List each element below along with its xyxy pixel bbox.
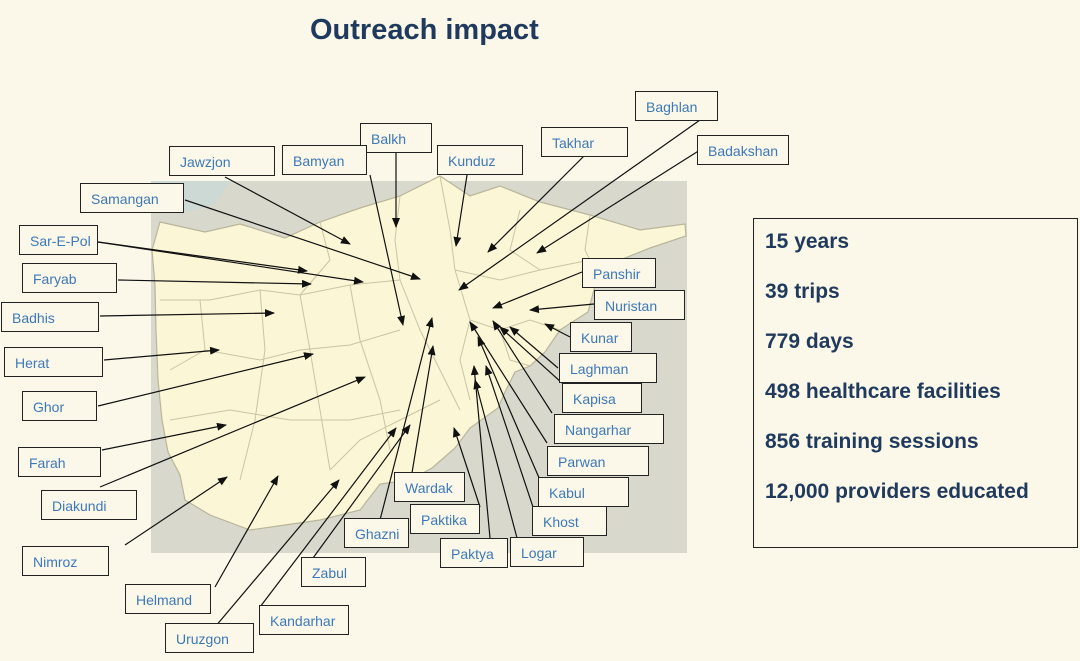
arrow-parwan <box>469 321 548 444</box>
label-kunduz: Kunduz <box>437 145 523 175</box>
stat-days: 779 days <box>765 330 854 353</box>
arrow-khost <box>485 365 535 511</box>
stat-years: 15 years <box>765 230 850 253</box>
arrow-logar <box>473 379 518 539</box>
arrow-kunar <box>544 323 571 338</box>
arrow-kunduz <box>453 174 468 247</box>
arrow-faryab <box>117 279 312 288</box>
label-ghazni: Ghazni <box>344 518 409 548</box>
label-kabul: Kabul <box>538 477 629 507</box>
arrow-zabul <box>312 424 411 559</box>
label-sarepol: Sar-E-Pol <box>19 225 98 255</box>
arrow-nimroz <box>124 476 228 546</box>
label-paktya: Paktya <box>440 538 508 568</box>
province-borders <box>160 175 591 481</box>
label-parwan: Parwan <box>547 446 649 476</box>
arrow-paktya <box>470 365 491 539</box>
label-nangarhar: Nangarhar <box>554 414 664 444</box>
label-jawzjon: Jawzjon <box>169 146 275 176</box>
arrow-baghlan <box>458 119 701 291</box>
label-balkh: Balkh <box>360 123 432 153</box>
arrow-farah <box>101 422 227 451</box>
stat-facilities: 498 healthcare facilities <box>765 380 1001 403</box>
label-uruzgon: Uruzgon <box>165 623 254 653</box>
label-bamyan: Bamyan <box>282 145 367 175</box>
arrow-sarepol-2 <box>97 241 364 285</box>
label-badakshan: Badakshan <box>697 135 789 165</box>
label-nimroz: Nimroz <box>22 546 109 576</box>
arrows <box>97 119 701 628</box>
label-ghor: Ghor <box>22 391 97 421</box>
label-helmand: Helmand <box>125 584 211 614</box>
label-khost: Khost <box>532 506 607 536</box>
arrow-nuristan <box>529 303 595 314</box>
stat-trips: 39 trips <box>765 280 840 303</box>
arrow-ghor <box>97 352 314 407</box>
label-samangan: Samangan <box>80 183 184 213</box>
arrow-kapisa <box>499 326 563 384</box>
label-takhar: Takhar <box>541 127 628 157</box>
arrow-kabul <box>477 336 541 481</box>
arrow-panshir <box>492 271 583 309</box>
label-kunar: Kunar <box>570 322 632 352</box>
page-title: Outreach impact <box>310 14 539 46</box>
label-zabul: Zabul <box>301 557 366 587</box>
arrow-paktika <box>453 427 481 508</box>
afghanistan-outline <box>151 175 687 531</box>
label-farah: Farah <box>18 447 101 477</box>
arrow-laghman <box>509 326 559 369</box>
arrow-ghazni <box>379 317 434 521</box>
label-logar: Logar <box>510 537 584 567</box>
arrow-bamyan <box>369 174 405 326</box>
arrow-helmand <box>214 475 279 588</box>
label-wardak: Wardak <box>394 472 465 502</box>
label-badhis: Badhis <box>1 302 99 332</box>
label-panshir: Panshir <box>582 258 656 288</box>
label-kapisa: Kapisa <box>562 383 642 413</box>
label-diakundi: Diakundi <box>41 490 137 520</box>
stats-box: 15 years 39 trips 779 days 498 healthcar… <box>753 218 1078 548</box>
arrow-herat <box>103 346 220 361</box>
stat-sessions: 856 training sessions <box>765 430 979 453</box>
arrow-diakundi <box>99 376 366 488</box>
label-laghman: Laghman <box>559 353 657 383</box>
label-nuristan: Nuristan <box>594 290 685 320</box>
label-kandarhar: Kandarhar <box>259 605 349 635</box>
arrow-nangarhar <box>492 320 553 414</box>
arrow-takhar <box>487 154 586 253</box>
arrow-samangan <box>184 199 421 280</box>
label-faryab: Faryab <box>22 263 117 293</box>
arrow-uruzgon <box>214 479 340 628</box>
arrow-badakshan <box>536 149 701 254</box>
label-baghlan: Baghlan <box>635 91 718 121</box>
arrow-wardak <box>409 345 436 486</box>
stat-providers: 12,000 providers educated <box>765 480 1029 503</box>
arrow-jawzjon <box>224 176 351 245</box>
arrow-kandarhar <box>259 427 397 608</box>
label-herat: Herat <box>4 347 103 377</box>
label-paktika: Paktika <box>410 504 480 534</box>
arrow-badhis <box>99 309 275 318</box>
